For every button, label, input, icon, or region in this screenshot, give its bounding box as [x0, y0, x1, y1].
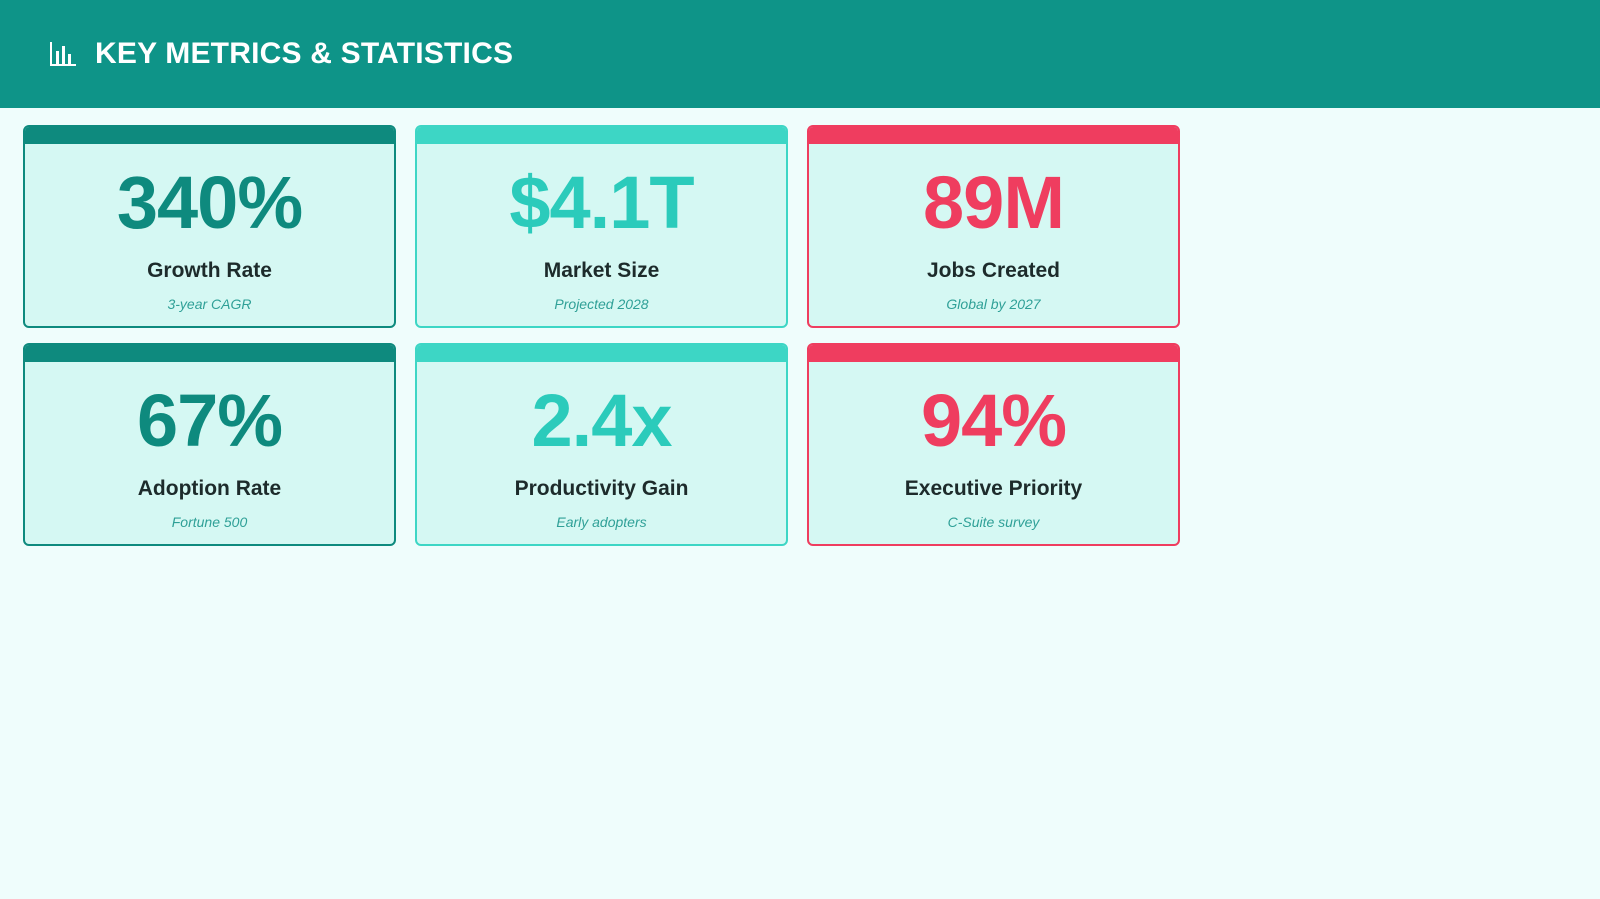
- metric-card-growth-rate: 340% Growth Rate 3-year CAGR: [23, 125, 396, 328]
- metric-value: 89M: [923, 161, 1065, 244]
- card-accent-bar: [417, 345, 786, 362]
- metric-note: 3-year CAGR: [167, 296, 252, 312]
- page-title: KEY METRICS & STATISTICS: [95, 37, 514, 70]
- metric-value: 67%: [136, 379, 283, 462]
- metric-card-adoption-rate: 67% Adoption Rate Fortune 500: [23, 343, 396, 546]
- metric-value: 340%: [116, 161, 303, 244]
- card-accent-bar: [809, 345, 1178, 362]
- metric-note: Fortune 500: [171, 514, 248, 530]
- metric-note: Projected 2028: [554, 296, 649, 312]
- metric-value: 2.4x: [531, 379, 672, 462]
- metric-card-market-size: $4.1T Market Size Projected 2028: [415, 125, 788, 328]
- metric-card-productivity-gain: 2.4x Productivity Gain Early adopters: [415, 343, 788, 546]
- card-accent-bar: [25, 345, 394, 362]
- metric-label: Executive Priority: [904, 477, 1083, 500]
- card-accent-bar: [417, 127, 786, 144]
- bar-chart-icon: [50, 42, 76, 66]
- metric-label: Market Size: [543, 259, 660, 282]
- metric-note: Early adopters: [556, 514, 647, 530]
- metric-label: Adoption Rate: [137, 477, 282, 500]
- header-bar: KEY METRICS & STATISTICS: [0, 0, 1600, 108]
- card-accent-bar: [809, 127, 1178, 144]
- metric-note: Global by 2027: [946, 296, 1041, 312]
- metric-label: Growth Rate: [147, 259, 272, 282]
- metric-note: C-Suite survey: [947, 514, 1040, 530]
- metric-value: $4.1T: [509, 161, 694, 244]
- metric-value: 94%: [920, 379, 1067, 462]
- card-accent-bar: [25, 127, 394, 144]
- metrics-grid: 340% Growth Rate 3-year CAGR $4.1T Marke…: [23, 125, 1180, 546]
- metric-card-jobs-created: 89M Jobs Created Global by 2027: [807, 125, 1180, 328]
- metric-label: Productivity Gain: [514, 477, 689, 500]
- metric-label: Jobs Created: [926, 259, 1061, 282]
- metric-card-executive-priority: 94% Executive Priority C-Suite survey: [807, 343, 1180, 546]
